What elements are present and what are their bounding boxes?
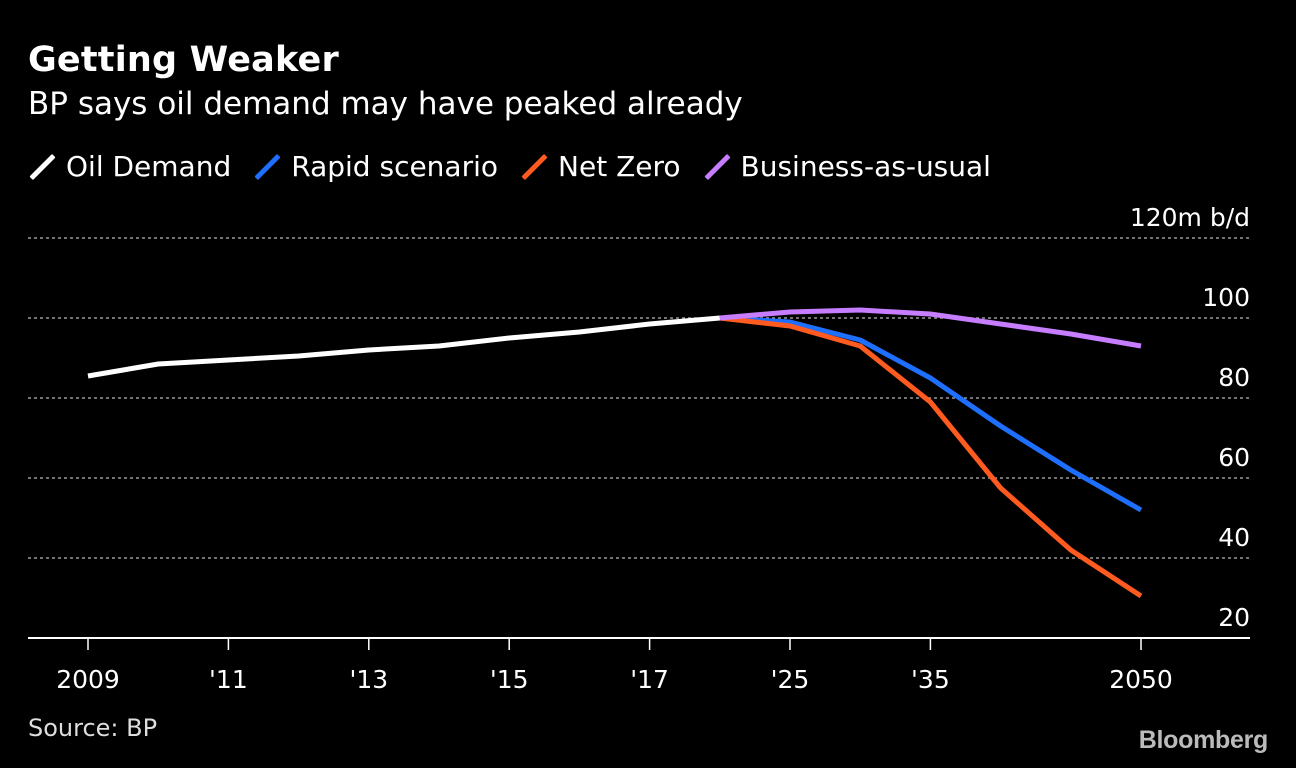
y-tick-label-60: 60 (1218, 443, 1250, 472)
y-tick-label-120: 120m b/d (1130, 203, 1250, 232)
legend-item-oil-demand: Oil Demand (28, 150, 231, 183)
legend-label-rapid-scenario: Rapid scenario (291, 150, 499, 183)
chart-subtitle: BP says oil demand may have peaked alrea… (28, 86, 743, 122)
series-line-rapid-scenario (719, 315, 1143, 513)
legend-item-net-zero: Net Zero (520, 150, 681, 183)
series-line-business-as-usual (719, 307, 1142, 349)
x-tick-label-0: 2009 (56, 665, 120, 694)
chart-legend: Oil Demand Rapid scenario Net Zero Busin… (28, 150, 1013, 183)
y-tick-label-100: 100 (1202, 283, 1250, 312)
series-line-oil-demand (87, 315, 721, 379)
brand-logo: Bloomberg (1138, 726, 1269, 754)
x-tick-label-5: '25 (771, 665, 810, 694)
series-line-net-zero (719, 315, 1143, 599)
chart-title: Getting Weaker (28, 40, 339, 80)
x-tick-label-3: '15 (490, 665, 529, 694)
y-tick-label-40: 40 (1218, 523, 1250, 552)
x-tick-label-7: 2050 (1109, 665, 1173, 694)
legend-item-business-as-usual: Business-as-usual (703, 150, 991, 183)
x-tick-label-1: '11 (209, 665, 248, 694)
x-tick-label-2: '13 (349, 665, 388, 694)
y-tick-label-20: 20 (1218, 603, 1250, 632)
y-tick-label-80: 80 (1218, 363, 1250, 392)
legend-label-business-as-usual: Business-as-usual (740, 150, 991, 183)
x-tick-label-4: '17 (630, 665, 669, 694)
source-note: Source: BP (28, 714, 158, 742)
legend-label-oil-demand: Oil Demand (66, 150, 232, 183)
x-tick-label-6: '35 (911, 665, 950, 694)
legend-label-net-zero: Net Zero (558, 150, 681, 183)
legend-item-rapid-scenario: Rapid scenario (253, 150, 498, 183)
